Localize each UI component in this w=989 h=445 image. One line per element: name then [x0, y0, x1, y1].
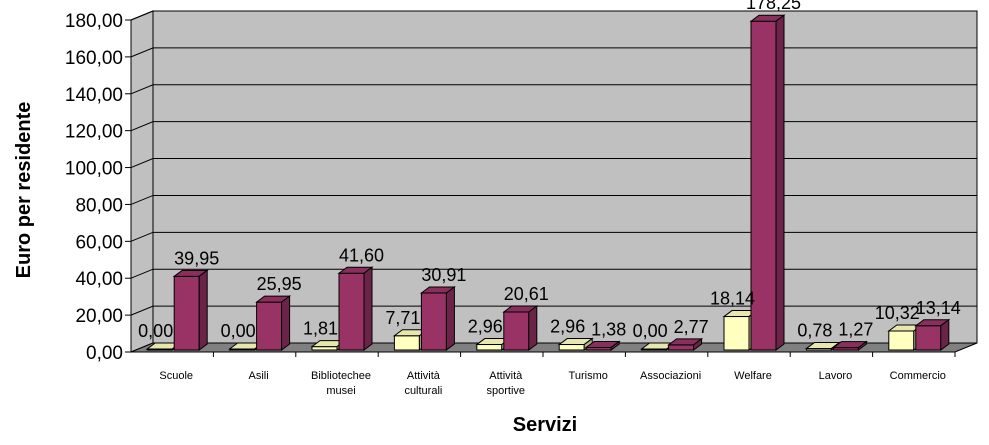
y-tick-label: 100,00 — [65, 159, 123, 180]
bar-front — [503, 311, 530, 351]
data-label: 18,14 — [710, 289, 755, 309]
data-label: 0,00 — [633, 321, 668, 341]
bar-side — [940, 318, 950, 351]
y-tick-label: 60,00 — [75, 232, 123, 253]
bar-side — [528, 304, 538, 351]
gridline — [130, 231, 977, 242]
data-label: 0,00 — [221, 321, 256, 341]
data-label: 1,81 — [303, 319, 338, 339]
bar-front — [723, 316, 750, 351]
data-label: 10,32 — [875, 303, 920, 323]
bar-side — [363, 266, 373, 351]
data-label: 1,27 — [838, 320, 873, 340]
x-tick-label: Lavoro — [819, 370, 853, 382]
bar-front — [338, 272, 365, 351]
bar-front — [420, 292, 447, 351]
gridline — [130, 268, 977, 279]
x-tick-label: sportive — [487, 385, 526, 397]
x-tick-label: Asili — [249, 370, 269, 382]
data-label: 2,77 — [674, 317, 709, 337]
x-tick-label: Commercio — [890, 370, 946, 382]
data-label: 7,71 — [385, 308, 420, 328]
data-label: 178,25 — [746, 0, 801, 13]
y-tick-label: 140,00 — [65, 85, 123, 106]
x-tick-label: Bibliotechee — [311, 370, 371, 382]
gridline — [130, 84, 977, 95]
data-label: 25,95 — [257, 274, 302, 294]
data-label: 41,60 — [339, 245, 384, 265]
axes: 0,00 20,00 40,00 60,00 80,00 100,00 120,00 140,… — [65, 11, 956, 397]
bar-front — [311, 346, 338, 351]
x-axis-title: Servizi — [513, 414, 577, 436]
data-label: 13,14 — [916, 298, 961, 318]
bar-front — [668, 344, 695, 351]
x-tick-label: culturali — [404, 385, 442, 397]
y-tick-label: 160,00 — [65, 48, 123, 69]
bar-side — [445, 285, 455, 351]
data-label: 2,96 — [550, 317, 585, 337]
data-label: 20,61 — [504, 284, 549, 304]
bar-side — [775, 14, 785, 351]
data-label: 30,91 — [421, 265, 466, 285]
x-tick-label: musei — [326, 385, 355, 397]
bar-side — [281, 295, 291, 351]
bar-side — [693, 337, 703, 351]
gridline — [130, 158, 977, 169]
y-axis-title: Euro per residente — [13, 102, 35, 279]
bar-front — [476, 344, 503, 351]
x-tick-label: Welfare — [734, 370, 772, 382]
data-label: 0,78 — [797, 321, 832, 341]
bar-front — [173, 275, 200, 351]
y-tick-label: 40,00 — [75, 269, 123, 290]
y-tick-label: 120,00 — [65, 122, 123, 143]
data-label: 1,38 — [591, 319, 626, 339]
data-labels: 0,00 39,95 0,00 25,95 1,81 41,60 7,71 30,91 2,96… — [138, 0, 961, 341]
bar-front — [256, 301, 283, 351]
gridline — [130, 194, 977, 205]
gridline — [130, 121, 977, 132]
data-label: 0,00 — [138, 321, 173, 341]
y-tick-label: 80,00 — [75, 195, 123, 216]
bar-side — [198, 269, 208, 351]
y-tick-label: 20,00 — [75, 306, 123, 327]
x-tick-label: Turismo — [569, 370, 608, 382]
data-label: 2,96 — [468, 317, 503, 337]
x-tick-label: Scuole — [159, 370, 193, 382]
y-tick-label: 0,00 — [86, 343, 123, 364]
bar-front — [888, 330, 915, 351]
gridline — [130, 10, 977, 21]
bar-front — [393, 335, 420, 351]
bar-front — [558, 344, 585, 351]
x-tick-label: Attività — [489, 370, 523, 382]
y-tick-label: 180,00 — [65, 11, 123, 32]
gridline — [130, 47, 977, 58]
bar-front — [915, 325, 942, 351]
data-label: 39,95 — [174, 248, 219, 268]
x-tick-label: Associazioni — [640, 370, 701, 382]
bar-side — [610, 340, 620, 351]
gridline — [130, 305, 977, 316]
x-tick-label: Attività — [407, 370, 441, 382]
bar-side — [857, 340, 867, 351]
side-wall — [130, 10, 154, 353]
bars — [145, 14, 951, 351]
